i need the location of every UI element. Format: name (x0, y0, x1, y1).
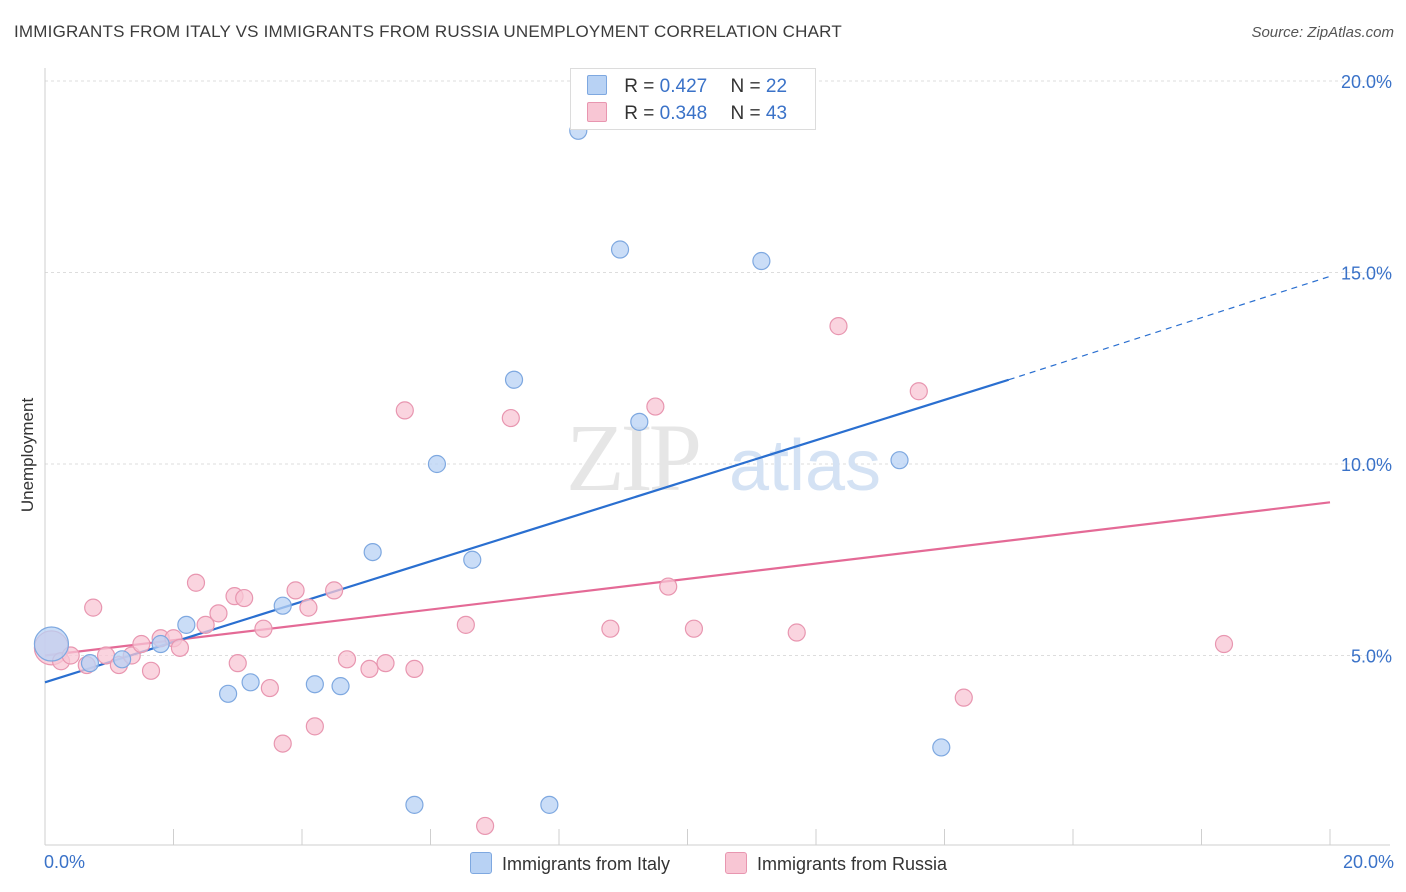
russia-point (305, 717, 324, 736)
russia-point (646, 397, 665, 416)
russia-point (395, 401, 414, 420)
italy-point (112, 650, 132, 669)
russia-point (170, 638, 190, 657)
russia-point (260, 678, 279, 698)
russia-r-value: 0.348 (659, 103, 708, 124)
russia-point (186, 573, 206, 592)
axes (44, 68, 1390, 846)
russia-point (501, 408, 520, 428)
italy-trend-line (44, 378, 1010, 684)
russia-point (456, 615, 475, 634)
russia-swatch (587, 102, 607, 122)
source-label: Source: ZipAtlas.com (1251, 24, 1394, 41)
italy-point (504, 370, 524, 389)
russia-point (659, 577, 678, 596)
italy-legend-swatch (470, 852, 492, 874)
italy-point (932, 738, 951, 757)
italy-point (177, 615, 196, 634)
italy-point (540, 795, 559, 814)
x-tick-min: 0.0% (44, 852, 86, 872)
russia-point (909, 382, 928, 401)
russia-point (325, 581, 344, 600)
italy-point (80, 654, 100, 673)
russia-point (273, 734, 292, 753)
russia-point (829, 317, 848, 336)
russia-point (209, 604, 228, 623)
legend-item-russia[interactable]: Immigrants from Russia (725, 852, 947, 875)
russia-point (337, 650, 357, 669)
svg-text:atlas: atlas (729, 426, 881, 506)
russia-r-label: R = (624, 103, 655, 124)
russia-n-value: 43 (765, 103, 788, 124)
italy-trend-extension (1008, 275, 1331, 381)
russia-point (286, 581, 305, 600)
italy-point (273, 596, 292, 615)
grid-lines (45, 80, 1380, 656)
russia-point (132, 634, 151, 654)
italy-legend-label: Immigrants from Italy (502, 854, 671, 874)
italy-point (405, 795, 424, 814)
italy-point (331, 677, 350, 696)
russia-legend-swatch (725, 852, 747, 874)
italy-point (151, 634, 170, 654)
legend-row-italy: R = 0.427 N = 22 (587, 75, 787, 99)
italy-r-value: 0.427 (659, 76, 708, 97)
russia-point (360, 659, 379, 679)
italy-n-label: N = (730, 76, 761, 97)
y-axis-label: Unemployment (18, 397, 37, 513)
x-tick-max: 20.0% (1342, 852, 1394, 872)
watermark: ZIP atlas (566, 404, 881, 511)
italy-point (427, 454, 447, 474)
russia-point (299, 598, 318, 617)
italy-r-label: R = (624, 76, 655, 97)
russia-point (141, 661, 161, 680)
y-tick-label: 15.0% (1341, 264, 1392, 284)
legend-item-italy[interactable]: Immigrants from Italy (470, 852, 670, 875)
russia-point (254, 619, 273, 638)
data-points (33, 121, 1234, 836)
y-tick-label: 5.0% (1351, 647, 1392, 667)
italy-point (219, 684, 238, 703)
italy-point (752, 251, 771, 271)
italy-point (463, 550, 482, 569)
russia-point (228, 654, 247, 673)
russia-point (954, 688, 973, 707)
y-tick-label: 20.0% (1341, 72, 1392, 92)
russia-point (476, 816, 495, 836)
legend-row-russia: R = 0.348 N = 43 (587, 102, 787, 126)
italy-point (610, 240, 630, 259)
italy-point (890, 451, 909, 470)
italy-point (305, 675, 324, 694)
italy-n-value: 22 (765, 76, 788, 97)
russia-point (787, 623, 806, 642)
russia-point (376, 654, 395, 673)
y-tick-labels: 5.0% 10.0% 15.0% 20.0% (1341, 72, 1392, 667)
russia-n-label: N = (730, 103, 761, 124)
correlation-legend: R = 0.427 N = 22 R = 0.348 N = 43 (570, 68, 816, 130)
russia-point (84, 598, 103, 617)
russia-point (405, 659, 424, 679)
russia-point (235, 588, 254, 608)
chart-title: IMMIGRANTS FROM ITALY VS IMMIGRANTS FROM… (14, 22, 842, 41)
italy-swatch (587, 75, 607, 95)
italy-point (363, 542, 382, 562)
italy-point (33, 626, 70, 662)
italy-point (630, 412, 649, 431)
russia-point (601, 619, 620, 638)
russia-point (196, 615, 215, 634)
y-tick-label: 10.0% (1341, 455, 1392, 475)
russia-point (1214, 634, 1234, 654)
italy-point (241, 673, 260, 692)
russia-legend-label: Immigrants from Russia (757, 854, 948, 874)
russia-point (684, 619, 704, 638)
